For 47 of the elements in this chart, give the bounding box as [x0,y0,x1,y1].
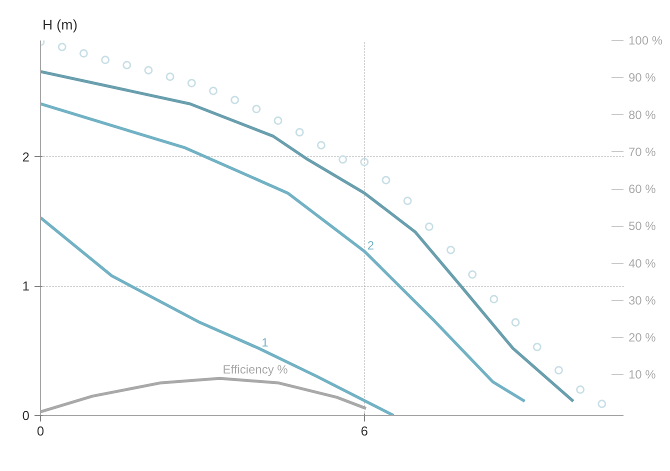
point [598,400,606,408]
y2-tick-label: 90 % [628,70,656,85]
point [208,86,218,96]
point [382,176,390,184]
point [468,270,477,279]
point [295,128,304,137]
y-tick-label: 0 [22,408,30,423]
point [58,42,66,52]
y2-tick-label: 80 % [628,108,656,122]
point [424,222,434,231]
y2-tick-label: 40 % [628,256,656,270]
point [166,72,174,81]
point [79,49,88,58]
y2-tick-label: 100 % [628,34,663,48]
point [144,66,153,74]
series-label: 1 [262,335,269,350]
y-axis-title: H (m) [42,16,78,32]
point [360,158,369,166]
y2-tick-label: 10 % [628,368,656,382]
point [576,385,585,394]
y2-tick-label: 70 % [628,144,656,159]
y-tick-label: 2 [22,149,30,164]
point [490,294,498,304]
line-series [40,70,575,403]
point [403,196,412,206]
point [274,116,282,125]
point [187,78,196,88]
y2-tick-label: 20 % [628,330,656,345]
point [230,96,240,104]
point [252,104,261,114]
point [338,155,348,164]
series-label: Efficiency % [222,362,288,376]
y-tick-label: 1 [22,278,30,294]
point [532,342,542,352]
y2-tick-label: 50 % [628,219,656,234]
point [446,246,456,254]
y2-tick-label: 30 % [628,293,656,308]
point [122,60,132,70]
line-series [40,216,396,416]
y2-tick-label: 60 % [628,182,656,196]
line-series [40,102,526,403]
point [316,141,326,150]
point [511,318,520,327]
x-tick-label: 6 [360,424,368,438]
series-label: 2 [367,238,374,252]
point [554,366,563,374]
point [101,56,110,64]
